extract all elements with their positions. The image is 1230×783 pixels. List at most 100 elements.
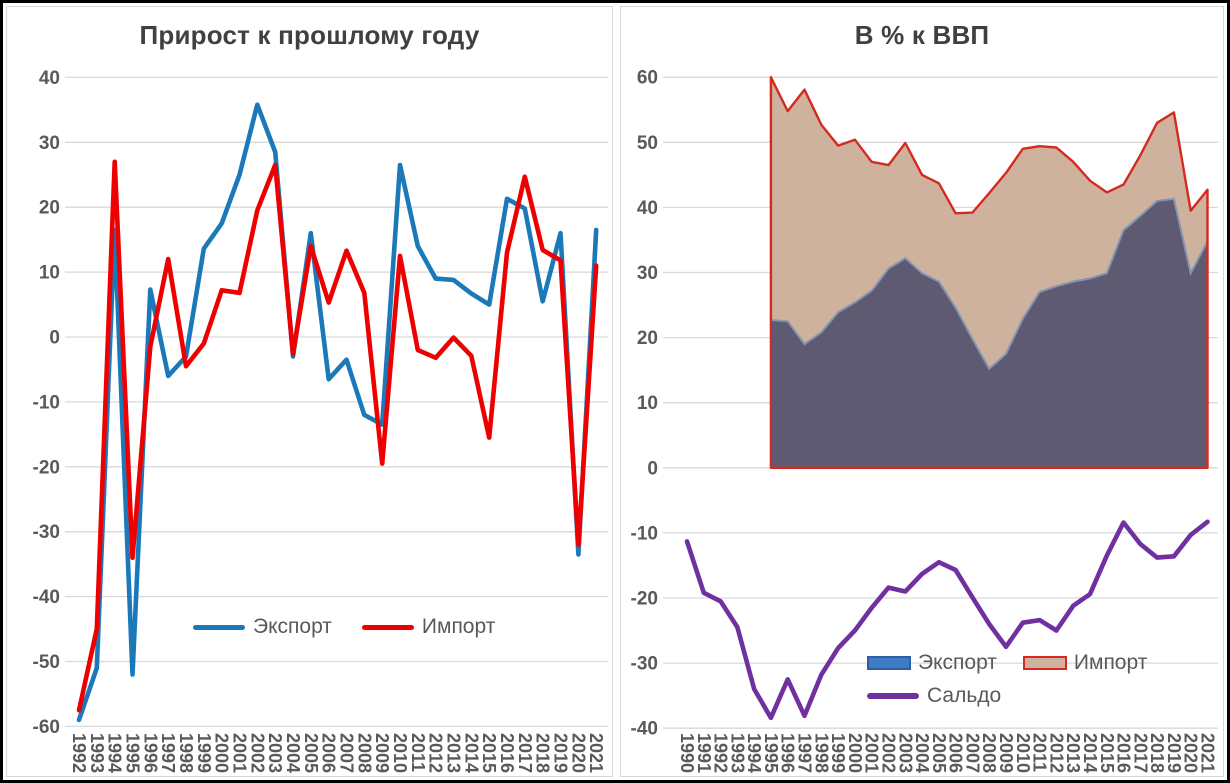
legend-item-export-area: Экспорт	[867, 651, 997, 675]
svg-text:2011: 2011	[408, 733, 428, 772]
svg-text:-10: -10	[631, 523, 658, 544]
saldo-line-swatch-icon	[867, 693, 919, 699]
svg-text:50: 50	[637, 133, 658, 154]
svg-text:0: 0	[49, 328, 60, 349]
svg-text:2019: 2019	[1164, 733, 1184, 773]
svg-text:1990: 1990	[677, 733, 697, 773]
svg-text:2004: 2004	[283, 733, 303, 773]
svg-text:2008: 2008	[354, 733, 374, 773]
svg-text:2016: 2016	[1114, 733, 1134, 773]
svg-text:2007: 2007	[337, 733, 357, 773]
growth-chart-legend: Экспорт Импорт	[193, 615, 495, 639]
svg-text:2006: 2006	[946, 733, 966, 773]
svg-text:2017: 2017	[1130, 733, 1150, 773]
export-area-swatch-icon	[867, 656, 911, 670]
gdp-share-area-chart: 6050403020100-10-20-30-40199019911992199…	[631, 68, 1218, 773]
svg-text:2010: 2010	[390, 733, 410, 773]
svg-text:1991: 1991	[694, 733, 714, 773]
svg-text:2011: 2011	[1030, 733, 1050, 772]
svg-text:60: 60	[637, 68, 658, 89]
svg-text:0: 0	[647, 458, 658, 479]
legend-item-import-area: Импорт	[1022, 651, 1148, 675]
svg-text:2012: 2012	[426, 733, 446, 773]
svg-text:2012: 2012	[1046, 733, 1066, 773]
svg-text:-40: -40	[631, 719, 658, 740]
svg-text:2002: 2002	[247, 733, 267, 773]
svg-text:2004: 2004	[912, 733, 932, 773]
svg-text:2020: 2020	[1181, 733, 1201, 773]
svg-text:-50: -50	[33, 652, 60, 673]
svg-text:1999: 1999	[194, 733, 214, 773]
svg-text:1994: 1994	[105, 733, 125, 773]
svg-text:2015: 2015	[1097, 733, 1117, 773]
svg-text:2013: 2013	[444, 733, 464, 773]
svg-text:1992: 1992	[711, 733, 731, 773]
svg-text:2010: 2010	[1013, 733, 1033, 773]
import-area-swatch-icon	[1022, 656, 1067, 670]
svg-text:2005: 2005	[301, 733, 321, 773]
svg-text:2007: 2007	[962, 733, 982, 773]
svg-text:2002: 2002	[878, 733, 898, 773]
export-line-swatch-icon	[193, 624, 245, 630]
growth-line-chart: 403020100-10-20-30-40-50-601992199319941…	[33, 68, 608, 773]
svg-text:2014: 2014	[461, 733, 481, 773]
svg-text:1995: 1995	[761, 733, 781, 773]
svg-text:2013: 2013	[1063, 733, 1083, 773]
legend-item-saldo: Сальдо	[867, 684, 1001, 708]
legend-label-import: Импорт	[421, 615, 496, 638]
svg-text:2006: 2006	[319, 733, 339, 773]
svg-text:2014: 2014	[1080, 733, 1100, 773]
svg-text:-60: -60	[33, 717, 60, 738]
svg-text:10: 10	[39, 263, 60, 284]
svg-text:2003: 2003	[895, 733, 915, 773]
svg-text:2015: 2015	[479, 733, 499, 773]
svg-text:10: 10	[637, 393, 658, 414]
svg-text:-20: -20	[33, 457, 60, 478]
svg-text:1994: 1994	[744, 733, 764, 773]
legend-item-import: Импорт	[361, 615, 496, 639]
legend-label-export-area: Экспорт	[918, 651, 997, 674]
svg-text:1996: 1996	[140, 733, 160, 773]
gdp-legend-row-2: Сальдо	[867, 684, 1147, 708]
svg-text:1997: 1997	[795, 733, 815, 773]
growth-chart-panel: 40 30 20 10 0 -10 -20 -30 -40 -50 -60 1992 1993 1994 1…	[6, 6, 613, 777]
svg-text:1995: 1995	[123, 733, 143, 773]
gdp-share-chart-panel: 60 50 40 30 20 10 0 -10 -20 -30 -40 1990 1991 1992 199…	[620, 6, 1224, 777]
svg-text:1998: 1998	[811, 733, 831, 773]
gdp-chart-legend: Экспорт Импорт Сальдо	[867, 651, 1147, 708]
svg-text:1993: 1993	[87, 733, 107, 773]
gdp-legend-row-1: Экспорт Импорт	[867, 651, 1147, 675]
svg-text:1992: 1992	[69, 733, 89, 773]
legend-label-saldo: Сальдо	[927, 684, 1002, 707]
svg-text:2000: 2000	[845, 733, 865, 773]
import-line-swatch-icon	[361, 624, 414, 630]
gdp-chart-title: В % к ВВП	[854, 20, 990, 50]
legend-label-import-area: Импорт	[1073, 651, 1148, 674]
svg-text:2018: 2018	[533, 733, 553, 773]
svg-text:1996: 1996	[778, 733, 798, 773]
svg-text:1997: 1997	[158, 733, 178, 773]
svg-text:2009: 2009	[372, 733, 392, 773]
svg-text:30: 30	[39, 133, 60, 154]
svg-text:1998: 1998	[176, 733, 196, 773]
svg-text:40: 40	[637, 198, 658, 219]
legend-item-export: Экспорт	[193, 615, 332, 639]
svg-text:2021: 2021	[1197, 733, 1217, 773]
svg-text:2020: 2020	[568, 733, 588, 773]
svg-text:40: 40	[39, 68, 60, 89]
svg-text:2000: 2000	[212, 733, 232, 773]
svg-text:2018: 2018	[1147, 733, 1167, 773]
svg-text:2005: 2005	[929, 733, 949, 773]
svg-text:30: 30	[637, 263, 658, 284]
svg-text:2008: 2008	[979, 733, 999, 773]
svg-text:2001: 2001	[862, 733, 882, 773]
growth-chart-title: Прирост к прошлому году	[139, 20, 480, 50]
svg-text:2009: 2009	[996, 733, 1016, 773]
legend-label-export: Экспорт	[253, 615, 332, 638]
svg-text:-40: -40	[33, 587, 60, 608]
svg-text:20: 20	[637, 328, 658, 349]
svg-text:-20: -20	[631, 589, 658, 610]
svg-text:20: 20	[39, 198, 60, 219]
svg-text:1993: 1993	[727, 733, 747, 773]
svg-text:2003: 2003	[265, 733, 285, 773]
